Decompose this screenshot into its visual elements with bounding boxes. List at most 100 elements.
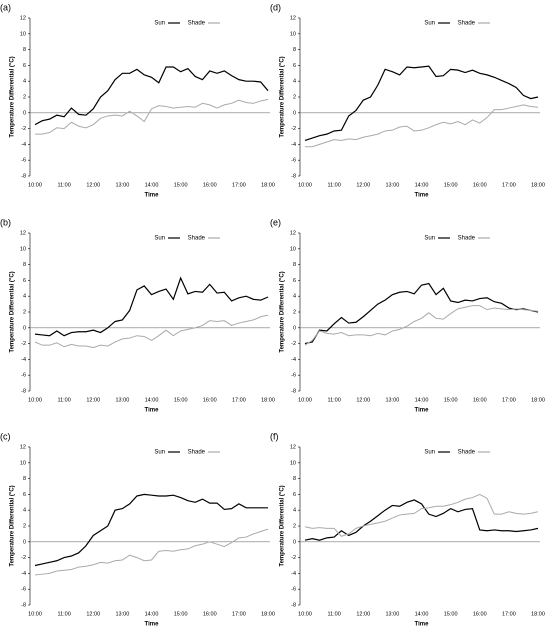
x-tick-label: 14:00 [415,611,429,617]
y-tick-label: 6 [293,492,296,498]
legend-label: Sun [424,21,435,27]
y-tick-label: 12 [290,15,296,21]
series-line [304,493,539,537]
x-tick-label: 13:00 [385,611,399,617]
x-tick-label: 18:00 [531,397,545,403]
x-axis-label: Time [145,408,160,414]
x-tick-label: 13:00 [115,611,129,617]
y-tick-label: -6 [291,373,296,379]
y-tick-label: -6 [291,158,296,164]
x-tick-label: 10:00 [298,397,312,403]
series-line [34,493,268,567]
x-tick-label: 14:00 [145,182,159,188]
x-tick-label: 16:00 [203,182,217,188]
x-tick-label: 14:00 [145,397,159,403]
y-tick-label: -4 [21,571,26,577]
y-tick-label: 0 [293,110,296,116]
y-tick-label: 2 [293,309,296,315]
y-tick-label: -4 [21,142,26,148]
y-tick-label: -8 [291,602,296,608]
x-axis-label: Time [145,193,160,199]
y-tick-label: -4 [291,142,296,148]
y-tick-label: 8 [293,262,296,268]
y-tick-label: 4 [23,79,26,85]
x-tick-label: 17:00 [502,611,516,617]
x-tick-label: 16:00 [203,397,217,403]
x-tick-label: 17:00 [232,397,246,403]
x-tick-label: 13:00 [115,397,129,403]
y-tick-label: 4 [293,79,296,85]
legend-label: Sun [154,450,165,456]
y-tick-label: 0 [23,325,26,331]
y-tick-label: 10 [20,460,26,466]
y-tick-label: 2 [23,309,26,315]
x-tick-label: 11:00 [57,611,70,617]
x-tick-label: 16:00 [473,182,487,188]
y-tick-label: -8 [21,602,26,608]
x-tick-label: 12:00 [356,182,370,188]
panel-label: (a) [0,2,11,12]
x-tick-label: 11:00 [327,397,340,403]
x-tick-label: 18:00 [261,611,275,617]
legend-label: Sun [154,21,165,27]
y-tick-label: 0 [293,539,296,545]
y-axis-label: Temperature Differential (°C) [10,56,16,137]
y-tick-label: 8 [23,262,26,268]
y-tick-label: 8 [23,476,26,482]
x-tick-label: 11:00 [57,397,70,403]
y-tick-label: 10 [290,460,296,466]
x-tick-label: 18:00 [261,182,275,188]
y-tick-label: 4 [293,508,296,514]
panel-label: (e) [270,217,281,227]
y-tick-label: -8 [291,173,296,179]
x-tick-label: 11:00 [327,611,340,617]
panel-label: (b) [0,217,11,227]
y-tick-label: 2 [293,523,296,529]
y-tick-label: 12 [20,15,26,21]
x-tick-label: 15:00 [174,397,188,403]
series-line [34,66,269,126]
x-tick-label: 14:00 [145,611,159,617]
y-tick-label: -6 [21,587,26,593]
panel-label: (c) [0,431,11,441]
x-tick-label: 12:00 [356,611,370,617]
x-tick-label: 13:00 [385,182,399,188]
y-axis-label: Temperature Differential (°C) [280,271,286,352]
x-tick-label: 10:00 [298,611,312,617]
y-tick-label: -2 [21,555,26,561]
x-tick-label: 10:00 [28,397,42,403]
y-tick-label: -2 [291,126,296,132]
panel-label: (d) [270,2,281,12]
x-tick-label: 15:00 [444,611,458,617]
y-tick-label: -8 [291,388,296,394]
x-tick-label: 12:00 [356,397,370,403]
series-line [304,65,539,142]
y-tick-label: 0 [23,539,26,545]
y-tick-label: -2 [291,555,296,561]
x-tick-label: 13:00 [115,182,129,188]
y-tick-label: -4 [21,357,26,363]
legend-label: Shade [188,450,206,456]
y-tick-label: 10 [290,31,296,37]
x-tick-label: 14:00 [415,182,429,188]
panel-label: (f) [270,431,279,441]
y-tick-label: 12 [20,444,26,450]
y-tick-label: -2 [21,341,26,347]
legend-label: Shade [188,21,206,27]
y-tick-label: -8 [21,388,26,394]
legend-label: Shade [458,236,476,242]
x-tick-label: 15:00 [444,182,458,188]
y-tick-label: 2 [23,94,26,100]
x-tick-label: 17:00 [502,182,516,188]
y-tick-label: 12 [20,230,26,236]
y-tick-label: 4 [23,508,26,514]
y-tick-label: 0 [293,325,296,331]
y-tick-label: 8 [293,476,296,482]
x-tick-label: 15:00 [174,611,188,617]
x-tick-label: 18:00 [531,182,545,188]
y-tick-label: 10 [20,246,26,252]
x-tick-label: 16:00 [473,611,487,617]
y-tick-label: -8 [21,173,26,179]
legend-label: Sun [424,450,435,456]
